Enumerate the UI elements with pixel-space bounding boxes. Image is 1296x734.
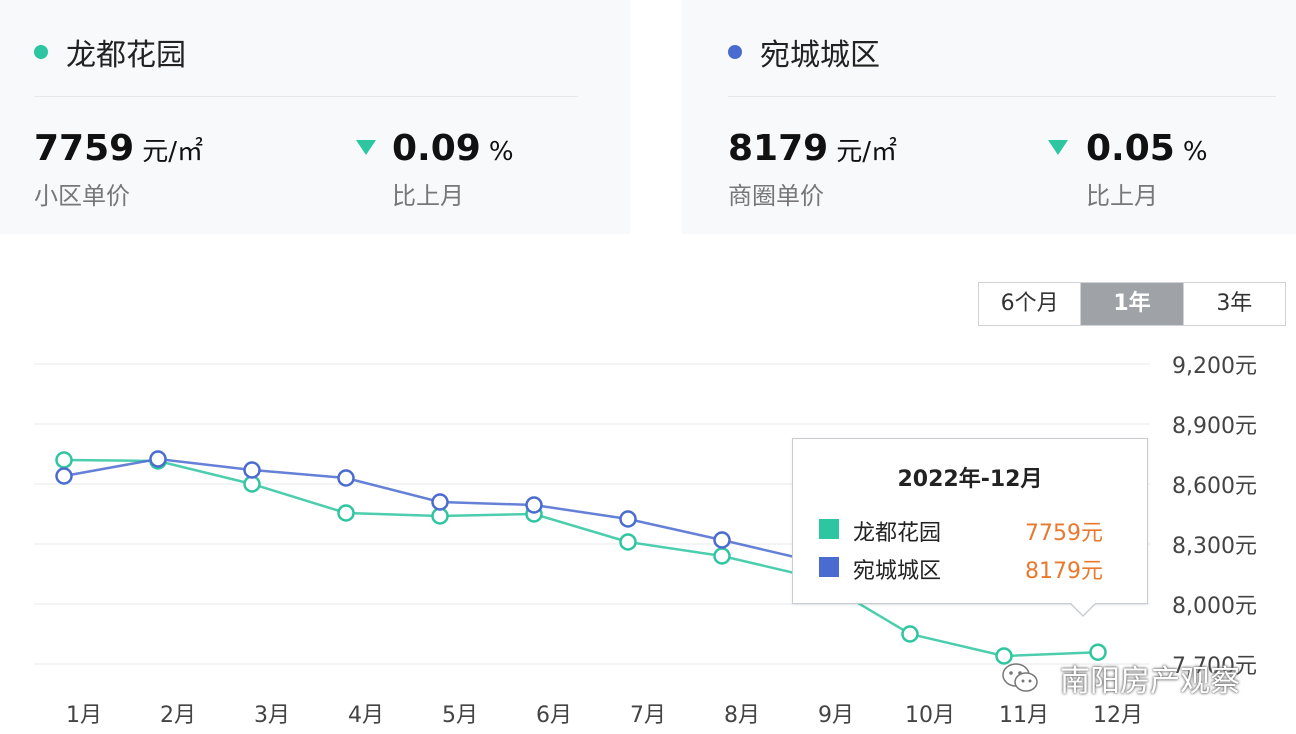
community-data-point (713, 547, 731, 565)
wechat-icon (1000, 658, 1040, 698)
district-change: 0.05% (1086, 128, 1208, 169)
community-price-value: 7759 (34, 128, 135, 169)
x-tick-label: 7月 (630, 703, 666, 728)
community-data-point (619, 533, 637, 551)
y-tick-label: 9,200元 (1172, 354, 1257, 379)
x-tick-label: 1月 (66, 703, 102, 728)
x-tick-label: 12月 (1093, 703, 1143, 728)
district-data-point (525, 496, 543, 514)
community-price-card: 龙都花园 7759 元/㎡ 小区单价 0.09% 比上月 (0, 0, 630, 234)
community-data-point (1089, 643, 1107, 661)
district-data-point (337, 469, 355, 487)
card-divider (34, 96, 578, 97)
tooltip-series-value: 8179元 (1025, 559, 1103, 584)
chart-tooltip: 2022年-12月 龙都花园 7759元 宛城城区 8179元 (792, 438, 1148, 617)
district-data-point (243, 461, 261, 479)
x-tick-label: 4月 (348, 703, 384, 728)
x-tick-label: 11月 (999, 703, 1049, 728)
tooltip-swatch-district (819, 557, 839, 577)
community-change-value: 0.09 (392, 128, 481, 169)
watermark-text: 南阳房产观察 (1060, 664, 1240, 699)
tooltip-swatch-community (819, 519, 839, 539)
community-change-unit: % (488, 137, 514, 167)
community-data-point (55, 451, 73, 469)
x-tick-label: 2月 (160, 703, 196, 728)
community-data-point (337, 504, 355, 522)
y-tick-label: 8,300元 (1172, 534, 1257, 559)
community-change-label: 比上月 (392, 182, 464, 210)
district-price-card: 宛城城区 8179 元/㎡ 商圈单价 0.05% 比上月 (682, 0, 1296, 234)
district-data-point (149, 450, 167, 468)
down-triangle-icon (356, 140, 376, 155)
district-price-unit: 元/㎡ (836, 137, 897, 167)
x-tick-label: 3月 (254, 703, 290, 728)
community-series-line (63, 458, 1099, 658)
x-tick-label: 9月 (818, 703, 854, 728)
range-tab-6-months[interactable]: 6个月 (979, 283, 1082, 325)
district-data-point (431, 493, 449, 511)
community-price-unit: 元/㎡ (142, 137, 203, 167)
community-data-point (995, 647, 1013, 665)
x-tick-label: 10月 (905, 703, 955, 728)
district-change-value: 0.05 (1086, 128, 1175, 169)
district-change-unit: % (1182, 137, 1208, 167)
card-divider (728, 96, 1276, 97)
community-name: 龙都花园 (66, 38, 186, 73)
district-data-point (619, 510, 637, 528)
district-data-point (55, 467, 73, 485)
district-legend-dot (728, 45, 742, 59)
y-tick-label: 8,000元 (1172, 594, 1257, 619)
community-data-point (901, 625, 919, 643)
community-change: 0.09% (392, 128, 514, 169)
tooltip-series-name: 龙都花园 (853, 521, 942, 546)
down-triangle-icon (1048, 140, 1068, 155)
district-unit-price: 8179 元/㎡ (728, 128, 897, 169)
district-price-label: 商圈单价 (728, 182, 824, 210)
y-tick-label: 7,700元 (1172, 654, 1257, 679)
tooltip-series-value: 7759元 (1025, 521, 1103, 546)
district-change-label: 比上月 (1086, 182, 1158, 210)
range-tab-1-year[interactable]: 1年 (1081, 283, 1184, 325)
y-tick-label: 8,900元 (1172, 414, 1257, 439)
district-name: 宛城城区 (760, 38, 880, 73)
x-tick-label: 8月 (724, 703, 760, 728)
district-price-value: 8179 (728, 128, 829, 169)
y-tick-label: 8,600元 (1172, 474, 1257, 499)
tooltip-series-name: 宛城城区 (853, 559, 942, 584)
x-tick-label: 6月 (536, 703, 572, 728)
range-tab-3-years[interactable]: 3年 (1216, 291, 1253, 316)
community-legend-dot (34, 45, 48, 59)
district-data-point (713, 531, 731, 549)
watermark: 南阳房产观察 (1000, 656, 1240, 700)
tooltip-title: 2022年-12月 (897, 467, 1043, 492)
tooltip-pointer-fill (1070, 602, 1096, 615)
x-tick-label: 5月 (442, 703, 478, 728)
community-unit-price: 7759 元/㎡ (34, 128, 203, 169)
community-price-label: 小区单价 (34, 182, 130, 210)
time-range-selector: 6个月 1年 3年 (978, 282, 1286, 326)
